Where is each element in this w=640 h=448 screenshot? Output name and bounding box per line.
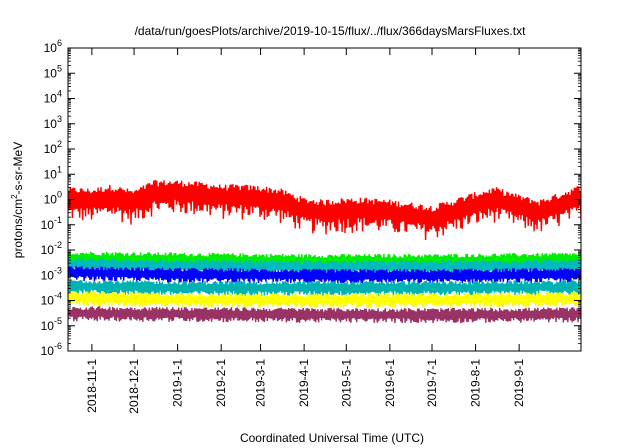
x-tick-label: 2018-12-1	[127, 359, 141, 414]
y-axis-label-base: protons/cm	[11, 199, 25, 258]
y-tick-label: 103	[44, 114, 62, 131]
x-tick-label: 2018-11-1	[85, 359, 99, 413]
x-tick-label: 2019-5-1	[339, 359, 353, 407]
x-tick-label: 2019-9-1	[512, 359, 526, 407]
x-tick-label: 2019-7-1	[425, 359, 439, 407]
y-tick-label: 10-4	[41, 291, 62, 308]
y-tick-label: 10-1	[41, 215, 62, 232]
y-tick-label: 101	[44, 164, 62, 181]
chart-title: /data/run/goesPlots/archive/2019-10-15/f…	[135, 24, 527, 38]
x-tick-label: 2019-1-1	[171, 359, 185, 407]
axes: 10-6 10-5 10-4 10-3 10-2 10-1 100 101 102 103 104 1…	[41, 38, 582, 414]
y-tick-label: 10-6	[41, 341, 62, 358]
y-tick-label: 10-3	[41, 265, 62, 282]
series-0-line	[68, 179, 581, 241]
x-axis-label: Coordinated Universal Time (UTC)	[240, 431, 424, 445]
x-tick-label: 2019-6-1	[383, 359, 397, 407]
series-5-line	[68, 291, 581, 309]
y-tick-label: 10-2	[41, 240, 62, 257]
y-axis-label: protons/cm2-s-sr-MeV	[10, 142, 25, 258]
series-layer	[68, 179, 581, 324]
y-axis-label-rest: -s-sr-MeV	[11, 142, 25, 195]
x-tick-label: 2019-8-1	[469, 359, 483, 407]
y-tick-label: 104	[44, 89, 62, 106]
y-tick-label: 102	[44, 139, 62, 156]
y-tick-label: 106	[44, 38, 62, 55]
x-tick-label: 2019-2-1	[214, 359, 228, 407]
x-tick-label: 2019-4-1	[297, 359, 311, 407]
y-axis-label-sup: 2	[10, 194, 19, 199]
series-4-line	[68, 279, 581, 297]
y-tick-label: 100	[44, 190, 62, 207]
series-6-line	[68, 306, 581, 324]
y-tick-label: 10-5	[41, 316, 62, 333]
x-tick-label: 2019-3-1	[254, 359, 268, 407]
y-tick-label: 105	[44, 63, 62, 80]
